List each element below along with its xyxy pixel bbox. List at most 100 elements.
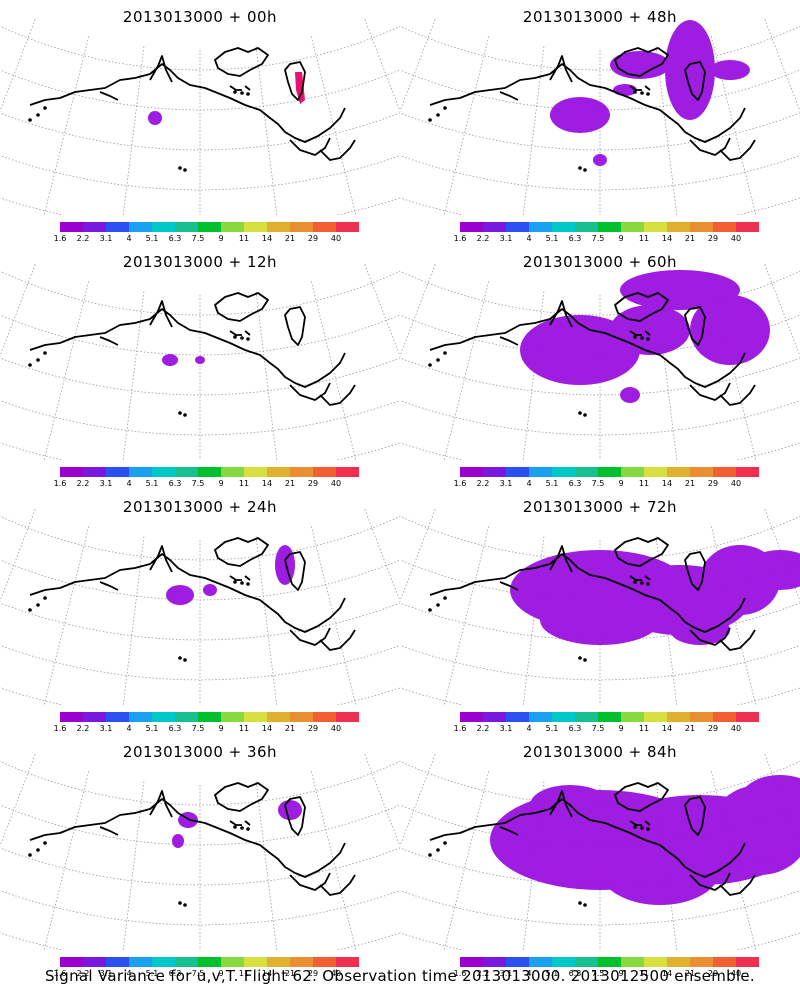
colorbar-tick-label: 5.1 xyxy=(545,479,559,488)
colorbar-ticks: 1.6 2.2 3.1 4 5.1 6.3 7.5 9 11 14 21 29 40 xyxy=(54,234,360,244)
colorbar-swatch xyxy=(575,222,598,232)
forecast-panel: 2013013000 + 12h 1.6 2.2 3.1 4 5.1 6.3 7.5 9 11 14… xyxy=(0,245,400,490)
colorbar-swatch xyxy=(221,957,244,967)
colorbar-tick-label: 3.1 xyxy=(99,969,113,978)
colorbar-swatch xyxy=(690,712,713,722)
colorbar-tick-label: 29 xyxy=(707,234,719,243)
colorbar-swatch xyxy=(221,222,244,232)
colorbar-swatch xyxy=(575,957,598,967)
colorbar-swatch xyxy=(621,957,644,967)
colorbar-swatch xyxy=(621,467,644,477)
colorbar-swatch xyxy=(736,957,759,967)
colorbar-tick-label: 5.1 xyxy=(145,969,159,978)
forecast-map xyxy=(0,19,400,215)
colorbar-tick-label: 1.6 xyxy=(453,234,467,243)
colorbar-tick-label: 2.2 xyxy=(76,969,90,978)
colorbar-swatch xyxy=(244,467,267,477)
colorbar-swatch xyxy=(460,957,483,967)
colorbar-tick-label: 1.6 xyxy=(453,724,467,733)
colorbar-tick-label: 2.2 xyxy=(476,234,490,243)
forecast-map xyxy=(400,754,800,950)
panel-title: 2013013000 + 36h xyxy=(122,743,278,761)
colorbar-tick-label: 2.2 xyxy=(76,724,90,733)
colorbar-tick-label: 21 xyxy=(284,724,296,733)
variance-area xyxy=(162,354,205,366)
colorbar-tick-label: 5.1 xyxy=(145,234,159,243)
colorbar-tick-label: 4 xyxy=(526,479,532,488)
hot-spot xyxy=(295,72,305,104)
colorbar-tick-label: 40 xyxy=(330,724,342,733)
colorbar-swatch xyxy=(644,712,667,722)
colorbar-swatch xyxy=(106,957,129,967)
colorbar-swatch xyxy=(267,957,290,967)
forecast-panel: 2013013000 + 24h 1.6 2.2 3.1 4 5.1 6.3 7.5 9 11 14… xyxy=(0,490,400,735)
colorbar-tick-label: 40 xyxy=(330,234,342,243)
forecast-panel: 2013013000 + 36h 1.6 2.2 3.1 4 5.1 6.3 7.5 9 11 14… xyxy=(0,735,400,980)
colorbar-swatch xyxy=(313,467,336,477)
colorbar-tick-label: 4 xyxy=(526,234,532,243)
colorbar-tick-label: 11 xyxy=(238,479,250,488)
colorbar-tick-label: 9 xyxy=(218,969,224,978)
colorbar xyxy=(60,467,359,477)
colorbar-tick-label: 11 xyxy=(638,479,650,488)
colorbar-tick-label: 14 xyxy=(661,969,673,978)
colorbar-tick-label: 21 xyxy=(684,479,696,488)
colorbar-swatch xyxy=(529,467,552,477)
colorbar xyxy=(60,957,359,967)
colorbar-tick-label: 1.6 xyxy=(53,969,67,978)
colorbar-swatch xyxy=(575,467,598,477)
colorbar-swatch xyxy=(83,957,106,967)
colorbar-tick-label: 3.1 xyxy=(99,234,113,243)
forecast-map xyxy=(0,754,400,950)
colorbar-swatch xyxy=(621,712,644,722)
colorbar-tick-label: 3.1 xyxy=(99,479,113,488)
colorbar-swatch xyxy=(598,957,621,967)
coastline xyxy=(28,47,356,172)
colorbar-swatch xyxy=(60,222,83,232)
colorbar-swatch xyxy=(152,467,175,477)
colorbar-swatch xyxy=(267,467,290,477)
colorbar xyxy=(460,467,759,477)
colorbar-tick-label: 9 xyxy=(618,969,624,978)
forecast-map xyxy=(400,264,800,460)
colorbar-tick-label: 2.2 xyxy=(76,234,90,243)
colorbar-swatch xyxy=(713,957,736,967)
colorbar-swatch xyxy=(290,467,313,477)
colorbar-swatch xyxy=(552,467,575,477)
forecast-panel: 2013013000 + 00h 1.6 2.2 3.1 4 5.1 6.3 7.5 9 11 14… xyxy=(0,0,400,245)
colorbar-swatch xyxy=(667,467,690,477)
colorbar-tick-label: 14 xyxy=(661,234,673,243)
colorbar-ticks: 1.6 2.2 3.1 4 5.1 6.3 7.5 9 11 14 21 29 40 xyxy=(454,724,760,734)
colorbar-swatch xyxy=(129,712,152,722)
colorbar-swatch xyxy=(290,222,313,232)
colorbar-swatch xyxy=(506,222,529,232)
graticule xyxy=(0,264,400,460)
colorbar-swatch xyxy=(690,957,713,967)
colorbar-swatch xyxy=(483,712,506,722)
colorbar-tick-label: 7.5 xyxy=(191,969,205,978)
colorbar-swatch xyxy=(152,957,175,967)
colorbar-tick-label: 21 xyxy=(684,234,696,243)
coastline xyxy=(28,537,356,662)
colorbar-swatch xyxy=(221,712,244,722)
colorbar-tick-label: 5.1 xyxy=(545,234,559,243)
colorbar-tick-label: 7.5 xyxy=(591,479,605,488)
colorbar-ticks: 1.6 2.2 3.1 4 5.1 6.3 7.5 9 11 14 21 29 40 xyxy=(454,234,760,244)
colorbar-swatch xyxy=(598,222,621,232)
colorbar-tick-label: 6.3 xyxy=(168,724,182,733)
colorbar-ticks: 1.6 2.2 3.1 4 5.1 6.3 7.5 9 11 14 21 29 40 xyxy=(454,479,760,489)
colorbar-tick-label: 29 xyxy=(707,724,719,733)
colorbar-swatch xyxy=(106,712,129,722)
colorbar-ticks: 1.6 2.2 3.1 4 5.1 6.3 7.5 9 11 14 21 29 40 xyxy=(54,969,360,979)
colorbar-swatch xyxy=(175,222,198,232)
colorbar-tick-label: 3.1 xyxy=(499,234,513,243)
colorbar-swatch xyxy=(336,222,359,232)
forecast-panel: 2013013000 + 60h 1.6 2.2 3.1 4 5.1 6.3 7.5 9 11 14… xyxy=(400,245,800,490)
variance-area xyxy=(490,775,800,905)
forecast-panel: 2013013000 + 72h 1.6 2.2 3.1 4 5.1 6.3 7.5 9 11 14… xyxy=(400,490,800,735)
coastline xyxy=(28,292,356,417)
colorbar-tick-label: 4 xyxy=(126,479,132,488)
variance-area xyxy=(510,545,800,645)
colorbar-tick-label: 29 xyxy=(307,969,319,978)
colorbar-swatch xyxy=(644,467,667,477)
